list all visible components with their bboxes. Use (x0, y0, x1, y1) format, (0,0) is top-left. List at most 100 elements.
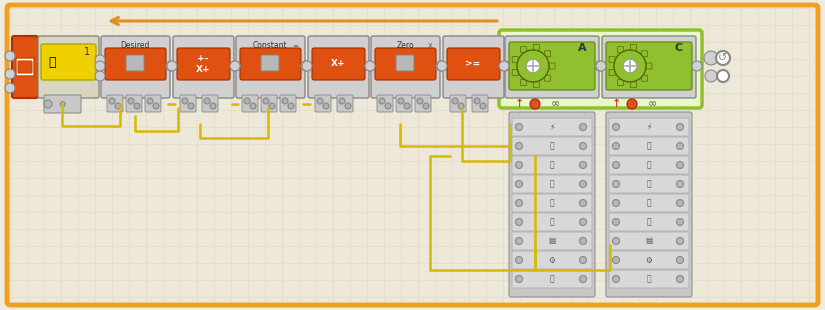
FancyBboxPatch shape (609, 194, 689, 212)
FancyBboxPatch shape (105, 48, 166, 80)
FancyBboxPatch shape (609, 232, 689, 250)
FancyBboxPatch shape (126, 55, 144, 71)
Text: 🔧: 🔧 (647, 141, 651, 150)
FancyBboxPatch shape (606, 42, 692, 90)
Circle shape (500, 61, 510, 71)
Circle shape (166, 61, 176, 71)
FancyBboxPatch shape (371, 36, 440, 98)
Circle shape (692, 61, 702, 71)
FancyBboxPatch shape (512, 232, 592, 250)
FancyBboxPatch shape (101, 36, 170, 98)
FancyBboxPatch shape (609, 213, 689, 231)
Circle shape (288, 103, 294, 109)
FancyBboxPatch shape (12, 36, 38, 98)
Circle shape (612, 276, 620, 282)
FancyBboxPatch shape (396, 95, 412, 112)
Circle shape (612, 219, 620, 225)
FancyBboxPatch shape (16, 58, 34, 76)
Text: ⚡: ⚡ (646, 122, 652, 131)
FancyBboxPatch shape (315, 95, 331, 112)
FancyBboxPatch shape (512, 251, 592, 269)
Circle shape (115, 103, 121, 109)
Circle shape (676, 143, 683, 149)
FancyBboxPatch shape (549, 63, 555, 69)
FancyBboxPatch shape (18, 61, 32, 73)
Text: 🔄: 🔄 (549, 274, 554, 284)
FancyBboxPatch shape (240, 48, 301, 80)
Circle shape (5, 69, 15, 79)
Circle shape (5, 83, 15, 93)
FancyBboxPatch shape (447, 48, 500, 80)
Circle shape (282, 98, 288, 104)
Circle shape (379, 98, 385, 104)
FancyBboxPatch shape (308, 36, 369, 98)
Circle shape (230, 61, 240, 71)
Circle shape (134, 103, 140, 109)
Circle shape (717, 70, 729, 82)
Circle shape (676, 256, 683, 264)
Circle shape (437, 61, 447, 71)
Circle shape (244, 98, 250, 104)
Circle shape (263, 98, 269, 104)
FancyBboxPatch shape (512, 175, 592, 193)
Circle shape (623, 59, 637, 73)
Circle shape (579, 162, 587, 169)
FancyBboxPatch shape (443, 36, 504, 98)
Circle shape (499, 61, 509, 71)
Circle shape (5, 51, 15, 61)
Text: Constant: Constant (252, 42, 287, 51)
Text: X: X (427, 43, 432, 49)
FancyBboxPatch shape (512, 270, 592, 288)
Circle shape (95, 55, 105, 65)
Text: 🔴: 🔴 (647, 179, 651, 188)
Text: 🔴: 🔴 (549, 179, 554, 188)
Circle shape (250, 103, 256, 109)
Circle shape (676, 180, 683, 188)
Text: 🔧: 🔧 (549, 141, 554, 150)
FancyBboxPatch shape (544, 51, 550, 57)
FancyBboxPatch shape (512, 56, 518, 63)
FancyBboxPatch shape (544, 75, 550, 81)
Circle shape (317, 98, 323, 104)
FancyBboxPatch shape (44, 95, 81, 113)
Circle shape (612, 256, 620, 264)
Text: ▤: ▤ (645, 237, 653, 246)
FancyBboxPatch shape (521, 79, 526, 86)
Circle shape (269, 103, 275, 109)
FancyBboxPatch shape (512, 118, 592, 136)
Circle shape (458, 103, 464, 109)
FancyBboxPatch shape (280, 95, 296, 112)
FancyBboxPatch shape (261, 55, 279, 71)
Circle shape (579, 237, 587, 245)
FancyBboxPatch shape (415, 95, 431, 112)
FancyBboxPatch shape (512, 69, 518, 76)
Circle shape (676, 219, 683, 225)
Text: ▤: ▤ (549, 237, 555, 246)
Circle shape (526, 59, 540, 73)
FancyBboxPatch shape (180, 95, 196, 112)
Circle shape (516, 200, 522, 206)
FancyBboxPatch shape (505, 36, 599, 98)
FancyBboxPatch shape (509, 42, 595, 90)
Text: ⚙: ⚙ (549, 255, 555, 264)
Circle shape (44, 100, 52, 108)
FancyBboxPatch shape (242, 95, 258, 112)
Circle shape (516, 276, 522, 282)
Circle shape (516, 237, 522, 245)
Circle shape (705, 70, 717, 82)
Circle shape (516, 180, 522, 188)
Text: ∞: ∞ (648, 99, 657, 109)
FancyBboxPatch shape (261, 95, 277, 112)
Circle shape (480, 103, 486, 109)
Circle shape (579, 256, 587, 264)
FancyBboxPatch shape (512, 213, 592, 231)
Circle shape (153, 103, 159, 109)
FancyBboxPatch shape (7, 5, 818, 305)
FancyBboxPatch shape (126, 95, 142, 112)
Circle shape (676, 200, 683, 206)
FancyBboxPatch shape (609, 270, 689, 288)
Circle shape (579, 143, 587, 149)
Text: A: A (578, 43, 587, 53)
Circle shape (365, 61, 375, 71)
Text: 🔄: 🔄 (647, 274, 651, 284)
